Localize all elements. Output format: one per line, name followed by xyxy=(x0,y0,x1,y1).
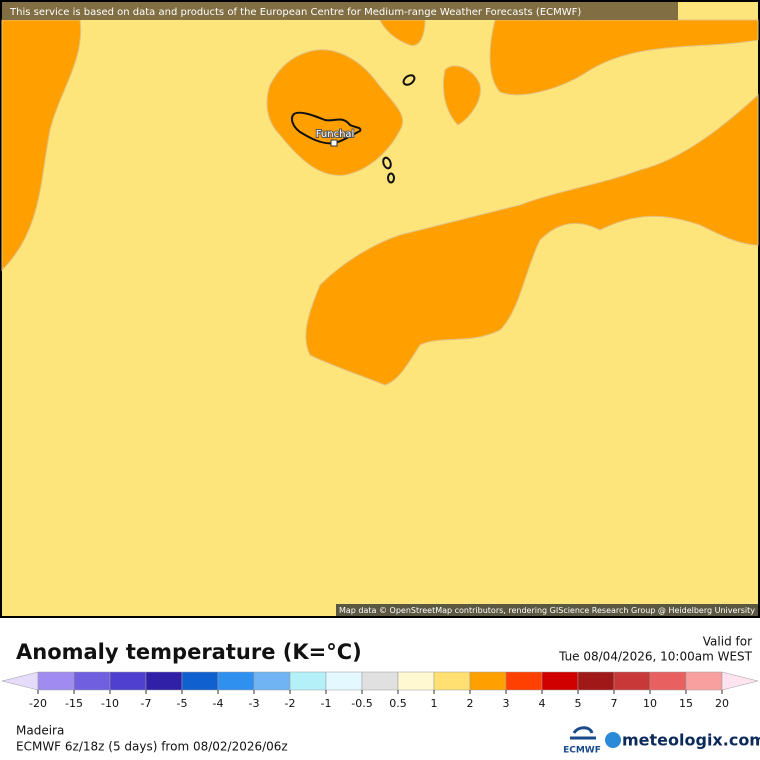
model-info: ECMWF 6z/18z (5 days) from 08/02/2026/06… xyxy=(16,740,288,754)
colorbar-segment xyxy=(505,671,543,691)
colorbar-segment xyxy=(289,671,327,691)
tick-label: -2 xyxy=(285,697,296,710)
island-outline xyxy=(402,74,416,86)
anomaly-area xyxy=(489,19,759,96)
ecmwf-icon xyxy=(570,726,596,740)
colorbar-segment xyxy=(577,671,615,691)
colorbar-segment xyxy=(613,671,651,691)
colorbar-segment xyxy=(217,671,255,691)
tick-label: 10 xyxy=(643,697,657,710)
tick-label: 3 xyxy=(503,697,510,710)
logo-icon xyxy=(605,732,621,748)
colorbar-end xyxy=(1,671,39,691)
tick-label: -7 xyxy=(141,697,152,710)
colorbar-segment xyxy=(73,671,111,691)
tick-label: -15 xyxy=(65,697,83,710)
map: Funchal This service is based on data an… xyxy=(1,2,759,616)
colorbar-segment xyxy=(361,671,399,691)
logo-left: ECMWF xyxy=(563,746,601,756)
colorbar-segment xyxy=(541,671,579,691)
colorbar-segment xyxy=(37,671,75,691)
tick-label: -0.5 xyxy=(351,697,372,710)
anomaly-area xyxy=(305,93,759,386)
tick-label: 0.5 xyxy=(389,697,407,710)
banner: This service is based on data and produc… xyxy=(9,7,581,18)
tick-label: 1 xyxy=(431,697,438,710)
island-outline xyxy=(387,172,395,184)
colorbar-segment xyxy=(325,671,363,691)
tick-label: -1 xyxy=(321,697,332,710)
tick-label: 20 xyxy=(715,697,729,710)
colorbar-segment xyxy=(433,671,471,691)
anomaly-area xyxy=(379,19,426,46)
island-outline xyxy=(291,111,362,145)
colorbar-segment xyxy=(469,671,507,691)
tick-label: 4 xyxy=(539,697,546,710)
tick-label: 15 xyxy=(679,697,693,710)
tick-label: -5 xyxy=(177,697,188,710)
colorbar-segment xyxy=(685,671,723,691)
colorbar-segment xyxy=(253,671,291,691)
tick-label: -10 xyxy=(101,697,119,710)
anomaly-area xyxy=(1,19,82,272)
tick-label: 7 xyxy=(611,697,618,710)
tick-label: -20 xyxy=(29,697,47,710)
region: Madeira xyxy=(16,724,64,738)
anomaly-area xyxy=(266,49,404,176)
colorbar-segment xyxy=(181,671,219,691)
island-outline xyxy=(382,156,392,170)
colorbar-segment xyxy=(145,671,183,691)
colorbar-segment xyxy=(649,671,687,691)
colorbar-segment xyxy=(397,671,435,691)
tick-label: 2 xyxy=(467,697,474,710)
attribution-background xyxy=(336,604,758,616)
attribution: Map data © OpenStreetMap contributors, r… xyxy=(339,606,755,615)
colorbar-end xyxy=(721,671,759,691)
legend-title: Anomaly temperature (K=°C) xyxy=(16,640,362,664)
tick-label: 5 xyxy=(575,697,582,710)
anomaly-area xyxy=(443,65,481,126)
city-label: Funchal xyxy=(316,129,355,140)
valid-label: Valid for xyxy=(703,635,752,649)
colorbar: -20 -15 -10 -7 -5 -4 -3 -2 -1 -0.5 0.5 1 2 3 4 5 7 10 15 20 xyxy=(1,671,759,710)
tick-label: -4 xyxy=(213,697,224,710)
valid-time: Tue 08/04/2026, 10:00am WEST xyxy=(558,650,753,664)
city-marker xyxy=(330,139,338,147)
logo-right: meteologix.com xyxy=(622,731,760,750)
tick-label: -3 xyxy=(249,697,260,710)
banner-background xyxy=(2,2,678,20)
colorbar-segment xyxy=(109,671,147,691)
